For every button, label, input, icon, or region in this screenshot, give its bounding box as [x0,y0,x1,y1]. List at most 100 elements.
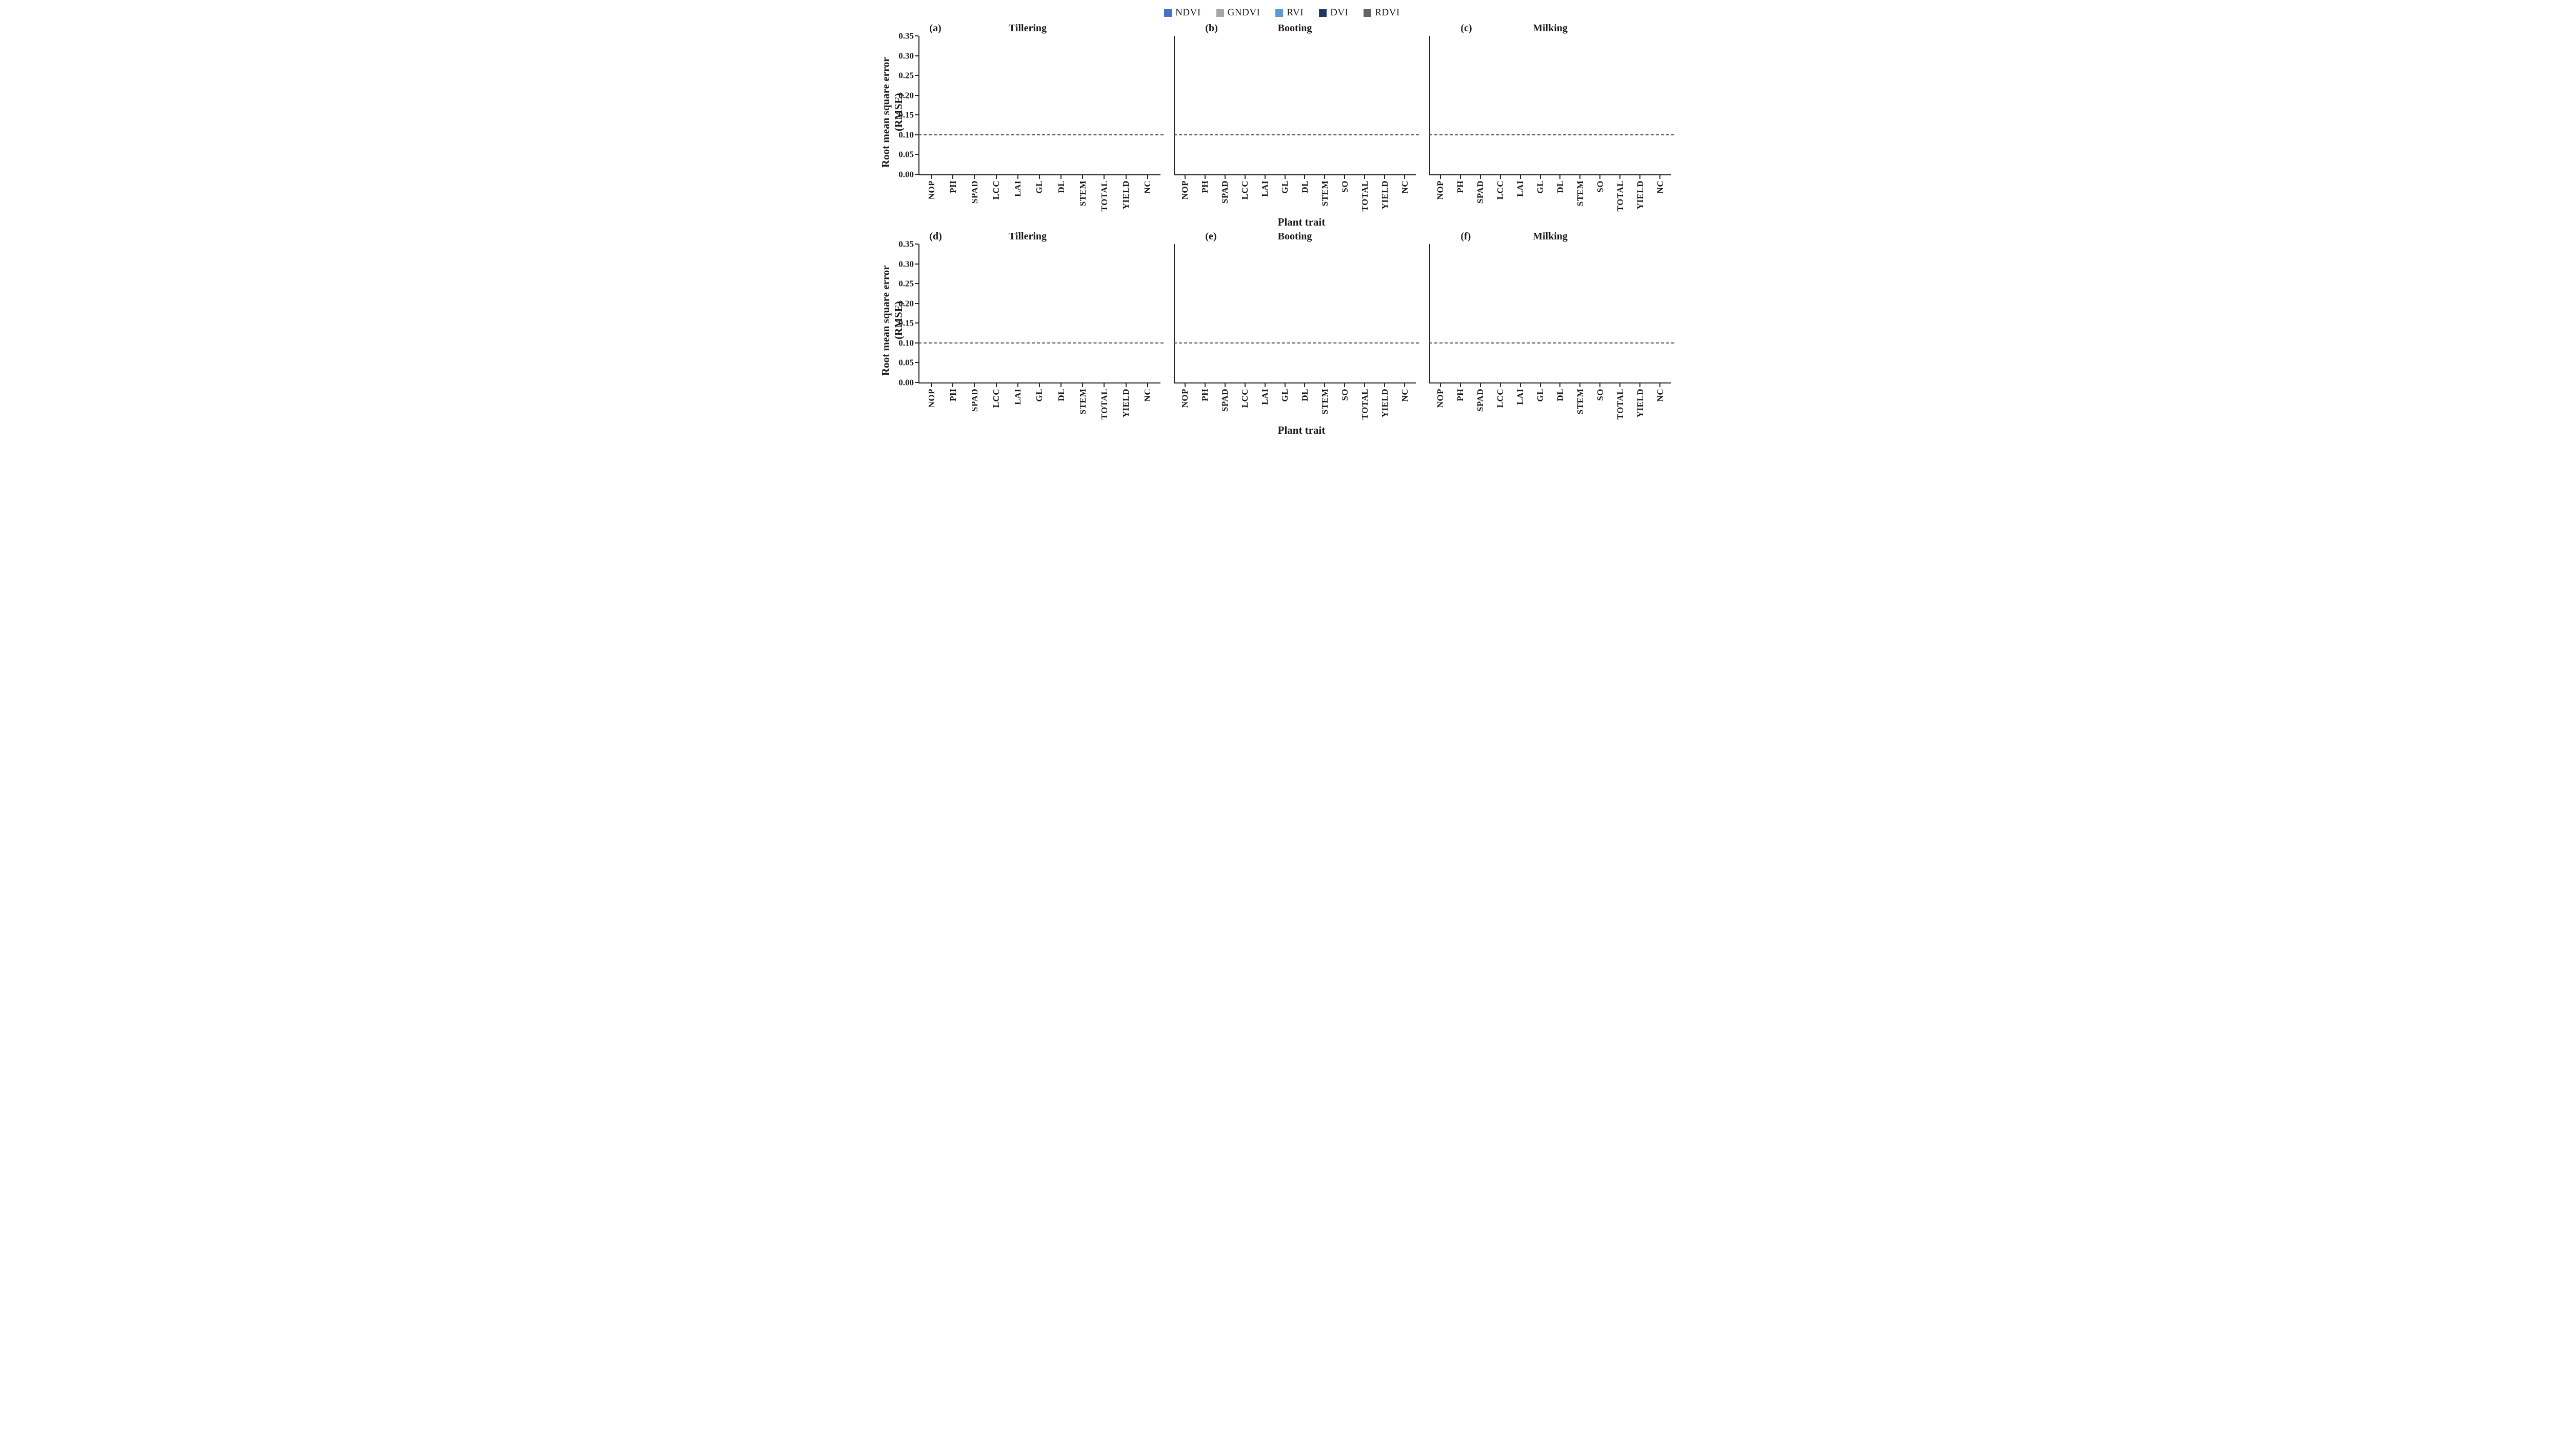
panel-body: 0.35 0.30 0.25 0.20 0.15 0.10 0.05 0.00 NOP PH SPA… [895,32,1164,215]
panel-letter: (d) [929,231,942,242]
x-tick-label: YIELD [1379,389,1390,418]
x-axis-labels: NOP PH SPAD LCC LAI GL DL STEM TOTAL YIELD NC [918,383,1160,423]
legend-swatch-ndvi [1164,9,1172,17]
y-tick-mark [915,55,918,56]
x-label-cell: LCC [1492,383,1509,423]
y-tick-mark [915,302,918,304]
x-tick-mark [1184,383,1186,387]
x-tick-mark [1344,175,1346,179]
reference-line [918,134,1164,135]
x-axis-labels: NOP PH SPAD LCC LAI GL DL STEM SO TOTAL YIELD NC [1429,383,1671,423]
x-label-cell: SPAD [966,175,983,215]
y-tick-mark [915,382,918,383]
x-tick-mark [1404,175,1406,179]
legend-swatch-rvi [1275,9,1284,17]
panel-c: (c) Milking NOP PH SPAD LCC LAI GL DL STEM SO TOTAL… [1429,23,1674,215]
x-label-cell: NC [1139,175,1156,215]
x-tick-label: NOP [1180,180,1190,200]
figure: NDVI GNDVI RVI DVI RDVI Root mean square err… [879,0,1685,446]
x-tick-label: PH [1200,389,1210,401]
x-tick-label: GL [1535,180,1546,194]
x-tick-mark [1619,175,1621,179]
panel-head: (f) Milking [1429,231,1671,244]
x-tick-mark [1344,383,1346,387]
x-label-cell: GL [1031,175,1048,215]
x-tick-mark [995,175,997,179]
panel-plot-column: NOP PH SPAD LCC LAI GL DL STEM TOTAL YIELD NC [915,35,1164,215]
x-tick-mark [1519,175,1521,179]
y-tick-mark [915,114,918,116]
x-tick-mark [974,383,975,387]
y-tick-label: 0.30 [898,51,914,61]
panel-head: (c) Milking [1429,23,1671,36]
panel-d: (d) Tillering 0.35 0.30 0.25 0.20 0.15 0.10 0.05… [895,231,1164,423]
bar-groups [1430,244,1671,382]
chart-row-top: Root mean square error (RMSE) (a) Tilleri… [879,23,1685,215]
x-tick-label: TOTAL [1359,180,1370,212]
y-tick-label: 0.30 [898,259,914,269]
panel-body: NOP PH SPAD LCC LAI GL DL STEM SO TOTAL YIELD NC [1174,244,1419,423]
x-label-cell: LCC [1236,383,1254,423]
x-tick-mark [1479,175,1481,179]
x-tick-label: LAI [1260,180,1270,197]
x-tick-label: YIELD [1379,180,1390,210]
x-tick-mark [1104,175,1105,179]
x-tick-mark [1364,383,1366,387]
x-label-cell: LAI [1009,175,1027,215]
x-label-cell: LCC [988,175,1005,215]
legend-item-rvi: RVI [1275,7,1304,18]
reference-line [1429,342,1674,343]
x-label-cell: LAI [1512,383,1529,423]
y-axis-title: Root mean square error (RMSE) [879,57,905,168]
y-tick-mark [915,322,918,324]
panel-a: (a) Tillering 0.35 0.30 0.25 0.20 0.15 0.10 0.05… [895,23,1164,215]
x-tick-mark [1147,175,1148,179]
chart-row-bottom: Root mean square error (RMSE) (d) Tilleri… [879,231,1685,423]
x-label-cell: YIELD [1117,175,1135,215]
y-tick-label: 0.20 [898,298,914,309]
x-tick-mark [1519,383,1521,387]
legend-label: RDVI [1375,7,1400,18]
y-axis-title: Root mean square error (RMSE) [879,265,905,376]
y-tick-mark [915,263,918,265]
x-tick-mark [1284,383,1286,387]
plot-area-e [1174,244,1419,383]
x-label-cell: GL [1276,175,1294,215]
x-label-cell: STEM [1074,175,1091,215]
x-label-cell: NOP [1176,383,1194,423]
y-tick-label: 0.15 [898,318,914,328]
x-tick-label: TOTAL [1615,180,1625,212]
y-axis-tick-labels: 0.35 0.30 0.25 0.20 0.15 0.10 0.05 0.00 [895,240,918,387]
x-tick-label: DL [1056,180,1066,193]
x-label-cell: YIELD [1376,175,1393,215]
x-label-cell: STEM [1571,175,1589,215]
x-label-cell: NOP [923,175,940,215]
x-tick-mark [1060,383,1062,387]
x-tick-label: NOP [1435,180,1446,200]
x-tick-label: LCC [1240,180,1250,200]
x-label-cell: LAI [1256,175,1274,215]
y-tick-mark [915,362,918,363]
x-tick-mark [1659,175,1661,179]
x-label-cell: PH [1196,383,1214,423]
x-label-cell: TOTAL [1095,383,1113,423]
bar-groups [919,36,1160,174]
x-label-cell: SO [1336,175,1353,215]
x-tick-label: SO [1339,389,1350,401]
x-tick-mark [1459,383,1461,387]
x-label-cell: PH [1452,383,1469,423]
panel-plot-column: NOP PH SPAD LCC LAI GL DL STEM TOTAL YIELD NC [915,244,1164,423]
x-label-cell: YIELD [1117,383,1135,423]
x-tick-label: SPAD [1475,180,1486,204]
x-tick-mark [995,383,997,387]
x-label-cell: TOTAL [1095,175,1113,215]
x-tick-label: NC [1399,180,1410,194]
x-tick-mark [1017,383,1018,387]
plot-area-f [1429,244,1674,383]
legend-swatch-rdvi [1364,9,1372,17]
x-tick-mark [1324,175,1326,179]
x-tick-label: LCC [991,180,1001,200]
x-label-cell: LCC [1236,175,1254,215]
bar-groups [919,244,1160,382]
bar-groups [1175,36,1416,174]
